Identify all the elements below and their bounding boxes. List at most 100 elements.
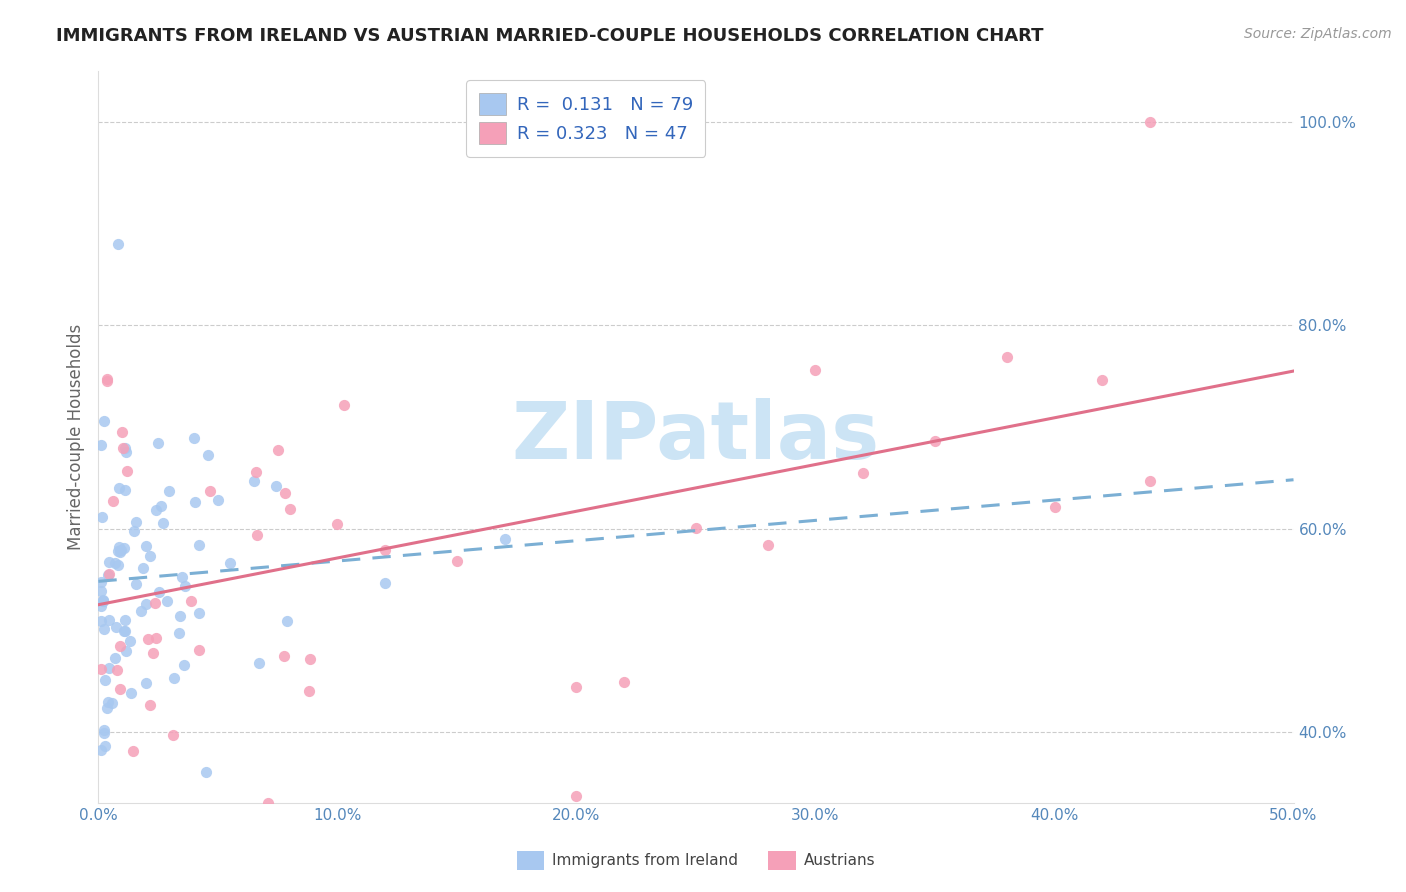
Point	[257, 796, 280, 810]
Point	[264, 479, 287, 493]
Point	[142, 646, 165, 660]
Point	[91, 593, 114, 607]
Point	[114, 613, 136, 627]
Point	[169, 608, 191, 623]
Legend: Immigrants from Ireland, Austrians: Immigrants from Ireland, Austrians	[510, 845, 882, 876]
Point	[93, 723, 115, 737]
Point	[129, 604, 152, 618]
Point	[149, 499, 172, 513]
Point	[90, 575, 112, 590]
Point	[111, 425, 134, 440]
Point	[613, 674, 636, 689]
Point	[276, 614, 298, 628]
Point	[565, 789, 588, 803]
Point	[96, 374, 118, 388]
Point	[187, 538, 209, 552]
Point	[685, 520, 707, 534]
Point	[207, 493, 229, 508]
Point	[90, 743, 112, 757]
Point	[94, 739, 117, 753]
Point	[148, 585, 170, 599]
Point	[97, 556, 120, 570]
Point	[107, 558, 129, 572]
Point	[180, 594, 202, 608]
Point	[173, 658, 195, 673]
Point	[104, 620, 127, 634]
Point	[93, 414, 115, 428]
Point	[107, 237, 129, 252]
Point	[298, 651, 321, 665]
Point	[167, 626, 190, 640]
Point	[101, 493, 124, 508]
Point	[90, 584, 112, 599]
Point	[245, 527, 267, 541]
Point	[108, 681, 131, 696]
Point	[104, 651, 127, 665]
Point	[90, 662, 112, 676]
Point	[756, 538, 779, 552]
Point	[152, 516, 174, 530]
Point	[1091, 373, 1114, 387]
Point	[122, 524, 145, 539]
Point	[273, 648, 295, 663]
Point	[108, 545, 131, 559]
Point	[98, 613, 121, 627]
Point	[143, 596, 166, 610]
Point	[278, 502, 301, 516]
Point	[924, 434, 946, 448]
Point	[138, 549, 160, 563]
Point	[90, 599, 112, 614]
Point	[195, 765, 218, 780]
Point	[374, 575, 396, 590]
Point	[96, 701, 118, 715]
Point	[326, 516, 349, 531]
Point	[94, 673, 117, 688]
Point	[163, 671, 186, 685]
Point	[1043, 500, 1066, 515]
Point	[184, 495, 207, 509]
Point	[138, 698, 160, 712]
Point	[115, 644, 138, 658]
Point	[125, 515, 148, 529]
Point	[274, 486, 297, 500]
Point	[93, 623, 115, 637]
Point	[110, 542, 132, 557]
Point	[118, 633, 141, 648]
Point	[112, 541, 135, 555]
Point	[156, 594, 179, 608]
Point	[114, 441, 136, 455]
Point	[108, 540, 131, 554]
Point	[124, 577, 146, 591]
Point	[121, 686, 143, 700]
Point	[188, 642, 211, 657]
Point	[104, 556, 127, 570]
Point	[110, 639, 132, 653]
Point	[91, 510, 114, 524]
Point	[114, 445, 136, 459]
Point	[298, 684, 321, 698]
Point	[100, 696, 122, 710]
Point	[1139, 474, 1161, 488]
Point	[90, 614, 112, 628]
Point	[97, 696, 120, 710]
Point	[267, 443, 290, 458]
Point	[108, 481, 131, 495]
Point	[105, 663, 128, 677]
Point	[135, 539, 157, 553]
Text: Source: ZipAtlas.com: Source: ZipAtlas.com	[1244, 27, 1392, 41]
Point	[187, 606, 209, 620]
Point	[197, 448, 219, 462]
Point	[198, 483, 221, 498]
Point	[97, 567, 120, 582]
Point	[172, 570, 194, 584]
Point	[333, 398, 356, 412]
Point	[93, 726, 115, 740]
Point	[173, 579, 195, 593]
Point	[145, 503, 167, 517]
Y-axis label: Married-couple Households: Married-couple Households	[66, 324, 84, 550]
Point	[852, 466, 875, 480]
Point	[494, 532, 516, 546]
Point	[134, 597, 156, 611]
Text: IMMIGRANTS FROM IRELAND VS AUSTRIAN MARRIED-COUPLE HOUSEHOLDS CORRELATION CHART: IMMIGRANTS FROM IRELAND VS AUSTRIAN MARR…	[56, 27, 1043, 45]
Point	[804, 363, 827, 377]
